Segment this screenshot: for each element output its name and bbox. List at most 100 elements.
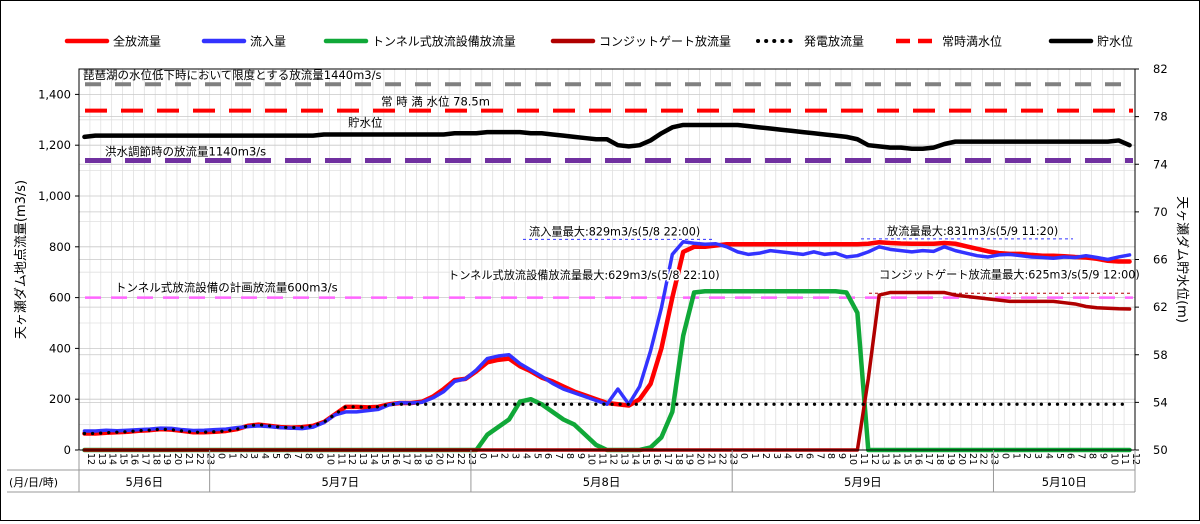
left-axis-tick-label: 0 <box>64 443 71 457</box>
x-axis-hour-label: 9 <box>575 453 586 459</box>
x-axis-hour-label: 6 <box>803 453 814 459</box>
x-axis-hour-label: 22 <box>455 453 466 465</box>
x-axis-hour-label: 12 <box>869 453 880 465</box>
x-axis-hour-label: 6 <box>1065 453 1076 459</box>
x-axis-hour-label: 7 <box>292 453 303 459</box>
x-axis-hour-label: 0 <box>738 453 749 459</box>
annotations: 流入量最大:829m3/s(5/8 22:00) 放流量最大:831m3/s(5/… <box>348 115 1141 294</box>
x-axis-hour-label: 14 <box>629 453 640 465</box>
x-axis-hour-label: 19 <box>161 453 172 465</box>
x-axis-day-label: 5月9日 <box>844 475 882 489</box>
annotation-label: 流入量最大:829m3/s(5/8 22:00) <box>529 224 700 238</box>
x-axis-hour-label: 16 <box>390 453 401 465</box>
x-axis-hour-label: 19 <box>422 453 433 465</box>
x-axis-day-label: 5月7日 <box>321 475 359 489</box>
x-axis-hour-label: 12 <box>85 453 96 465</box>
reference-line-label: 洪水調節時の放流量1140m3/s <box>105 144 266 158</box>
right-axis-tick-label: 66 <box>1153 253 1168 267</box>
x-axis-hour-label: 4 <box>1043 453 1054 459</box>
x-axis-hour-label: 11 <box>597 453 608 465</box>
annotation-label: コンジットゲート放流量最大:625m3/s(5/9 12:00) <box>879 267 1140 281</box>
grid <box>79 68 1135 451</box>
x-axis-hour-label: 17 <box>923 453 934 465</box>
x-axis-hour-label: 1 <box>1010 453 1021 459</box>
x-axis-hour-label: 21 <box>444 453 455 465</box>
x-axis-hour-label: 10 <box>847 453 858 465</box>
x-axis-hour-label: 9 <box>314 453 325 459</box>
right-axis-tick-label: 54 <box>1153 395 1168 409</box>
x-axis-hour-label: 23 <box>466 453 477 465</box>
x-axis-hour-label: 20 <box>172 453 183 465</box>
legend: 全放流量 流入量 トンネル式放流設備放流量 コンジットゲート放流量 発電放流量 常時満水位… <box>64 34 1133 49</box>
x-axis-hour-label: 4 <box>259 453 270 459</box>
legend-label: 全放流量 <box>113 34 161 49</box>
x-axis-hour-label: 12 <box>1130 453 1141 465</box>
annotation-label: トンネル式放流設備放流量最大:629m3/s(5/8 22:10) <box>448 268 720 282</box>
x-axis-hour-label: 8 <box>564 453 575 459</box>
x-axis-day-label: 5月10日 <box>1042 475 1087 489</box>
storage-level-label: 貯水位 <box>348 115 383 129</box>
x-axis-hour-label: 14 <box>891 453 902 465</box>
x-axis-hour-label: 5 <box>270 453 281 459</box>
x-axis-hour-label: 13 <box>96 453 107 465</box>
x-axis-hour-label: 12 <box>346 453 357 465</box>
x-axis-hour-label: 8 <box>825 453 836 459</box>
legend-label: トンネル式放流設備放流量 <box>372 34 516 49</box>
legend-label: 流入量 <box>250 35 286 49</box>
x-axis-hour-label: 13 <box>357 453 368 465</box>
x-axis-hour-label: 9 <box>836 453 847 459</box>
left-axis-tick-label: 1,400 <box>38 87 71 101</box>
x-axis-hour-label: 3 <box>248 453 259 459</box>
x-axis-hour-label: 17 <box>401 453 412 465</box>
series-line-貯水位 <box>82 122 1132 152</box>
x-axis-hour-label: 21 <box>967 453 978 465</box>
x-axis-hour-label: 9 <box>1097 453 1108 459</box>
left-axis-title: 天ヶ瀬ダム地点流量(m3/s) <box>14 180 29 339</box>
x-axis-title: (月/日/時) <box>9 476 58 489</box>
x-axis-hour-label: 20 <box>433 453 444 465</box>
x-axis-hour-label: 1 <box>226 453 237 459</box>
x-axis-hour-label: 16 <box>912 453 923 465</box>
x-axis-hour-label: 17 <box>139 453 150 465</box>
x-axis-hour-label: 15 <box>640 453 651 465</box>
x-axis-hour-label: 3 <box>771 453 782 459</box>
x-axis-hour-label: 8 <box>1087 453 1098 459</box>
x-axis-hour-label: 2 <box>237 453 248 459</box>
x-axis-hour-label: 21 <box>183 453 194 465</box>
x-axis-hour-label: 15 <box>901 453 912 465</box>
x-axis-hour-label: 18 <box>934 453 945 465</box>
right-axis-title: 天ヶ瀬ダム貯水位(m) <box>1174 196 1189 323</box>
x-axis-hour-label: 0 <box>216 453 227 459</box>
x-axis-hour-label: 16 <box>128 453 139 465</box>
x-axis-hour-label: 6 <box>542 453 553 459</box>
reference-lines: 琵琶湖の水位低下時において限度とする放流量1440m3/s常 時 満 水位 78… <box>83 68 1133 299</box>
legend-label: 常時満水位 <box>942 34 1002 49</box>
x-axis-hour-label: 16 <box>651 453 662 465</box>
left-axis-tick-label: 1,200 <box>38 138 71 152</box>
axes: 02004006008001,0001,2001,400505458626670… <box>7 62 1189 493</box>
left-axis-tick-label: 600 <box>49 291 71 305</box>
legend-label: コンジットゲート放流量 <box>599 34 731 49</box>
x-axis-day-label: 5月6日 <box>125 475 163 489</box>
x-axis-hour-label: 6 <box>281 453 292 459</box>
legend-label: 発電放流量 <box>804 34 864 49</box>
x-axis-hour-label: 23 <box>727 453 738 465</box>
x-axis-hour-label: 19 <box>945 453 956 465</box>
x-axis-hour-label: 11 <box>1119 453 1130 465</box>
x-axis-hour-label: 18 <box>673 453 684 465</box>
x-axis-hour-label: 23 <box>205 453 216 465</box>
reference-line-label: 常 時 満 水位 78.5m <box>381 95 490 109</box>
x-axis-hour-label: 14 <box>107 453 118 465</box>
x-axis-hour-label: 21 <box>705 453 716 465</box>
x-axis-hour-label: 1 <box>488 453 499 459</box>
right-axis-tick-label: 78 <box>1153 110 1168 124</box>
x-axis-hour-label: 13 <box>880 453 891 465</box>
x-axis-hour-label: 17 <box>662 453 673 465</box>
x-axis-hour-label: 23 <box>989 453 1000 465</box>
left-axis-tick-label: 400 <box>49 341 71 355</box>
x-axis-hour-label: 15 <box>118 453 129 465</box>
reference-line-label: 琵琶湖の水位低下時において限度とする放流量1440m3/s <box>83 68 381 82</box>
x-axis-hour-label: 19 <box>684 453 695 465</box>
x-axis-hour-label: 7 <box>814 453 825 459</box>
